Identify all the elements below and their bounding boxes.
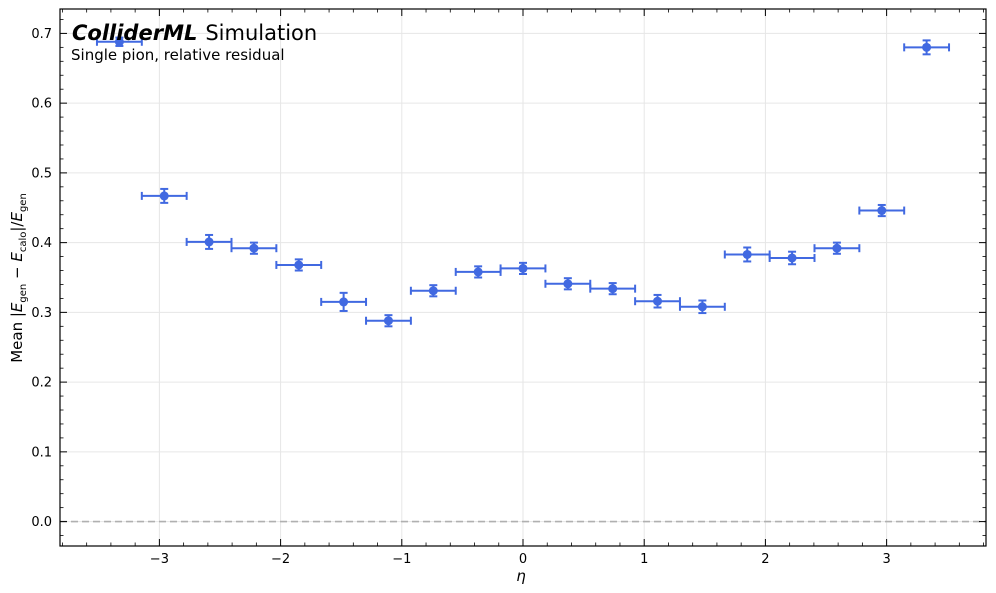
marker (249, 243, 259, 253)
data-point (858, 203, 906, 218)
marker (742, 249, 752, 259)
brand-suffix: Simulation (205, 21, 317, 45)
marker (294, 260, 304, 270)
x-tick-label: 2 (761, 552, 769, 567)
x-tick-label: 0 (519, 552, 527, 567)
marker (473, 267, 483, 277)
y-tick-label: 0.2 (31, 376, 52, 391)
data-point (275, 258, 323, 272)
y-tick-label: 0.1 (31, 445, 52, 460)
x-tick-label: −1 (392, 552, 411, 567)
chart-brand: ColliderML Simulation (72, 21, 317, 45)
data-point (185, 233, 233, 250)
data-points (95, 36, 951, 328)
x-tick-label: −3 (150, 552, 169, 567)
x-tick-label: 1 (640, 552, 648, 567)
data-point (768, 250, 816, 266)
marker (832, 243, 842, 253)
data-point (544, 277, 592, 291)
marker (653, 296, 663, 306)
data-point (230, 241, 278, 255)
marker (697, 302, 707, 312)
brand-name: ColliderML (72, 21, 197, 45)
marker (787, 253, 797, 263)
marker (428, 286, 438, 296)
data-point (903, 39, 951, 56)
data-point (678, 299, 726, 315)
marker (339, 297, 349, 307)
data-point (589, 282, 637, 296)
marker (159, 191, 169, 201)
y-tick-label: 0.4 (31, 236, 52, 251)
data-point (365, 314, 412, 328)
marker (608, 284, 618, 294)
data-point (634, 293, 681, 309)
tick-labels: −3 −2 −1 0 1 2 3 0.0 0.1 0.2 0.3 0.4 0.5 0.6 0.7 (31, 27, 890, 567)
data-point (499, 261, 547, 276)
y-tick-label: 0.5 (31, 166, 52, 181)
x-tick-label: −2 (271, 552, 290, 567)
ticks (60, 9, 986, 546)
marker (204, 237, 214, 247)
y-tick-label: 0.6 (31, 97, 52, 112)
chart-subtitle: Single pion, relative residual (71, 46, 285, 64)
y-tick-label: 0.3 (31, 306, 52, 321)
data-point (813, 241, 861, 255)
grid (60, 9, 986, 546)
x-axis-title: η (516, 567, 526, 585)
marker (922, 42, 932, 52)
x-tick-label: 3 (882, 552, 890, 567)
y-axis-title: Mean |Egen − Ecalo|/Egen (8, 193, 29, 363)
data-point (723, 246, 771, 263)
y-tick-label: 0.0 (31, 515, 52, 530)
data-point (320, 291, 368, 312)
marker (383, 316, 393, 326)
data-point (140, 187, 188, 204)
data-point (409, 284, 457, 298)
marker (877, 206, 887, 216)
data-point (454, 265, 502, 279)
marker (563, 279, 573, 289)
data-point (95, 36, 143, 47)
marker (114, 37, 124, 47)
y-tick-label: 0.7 (31, 27, 52, 42)
marker (518, 263, 528, 273)
